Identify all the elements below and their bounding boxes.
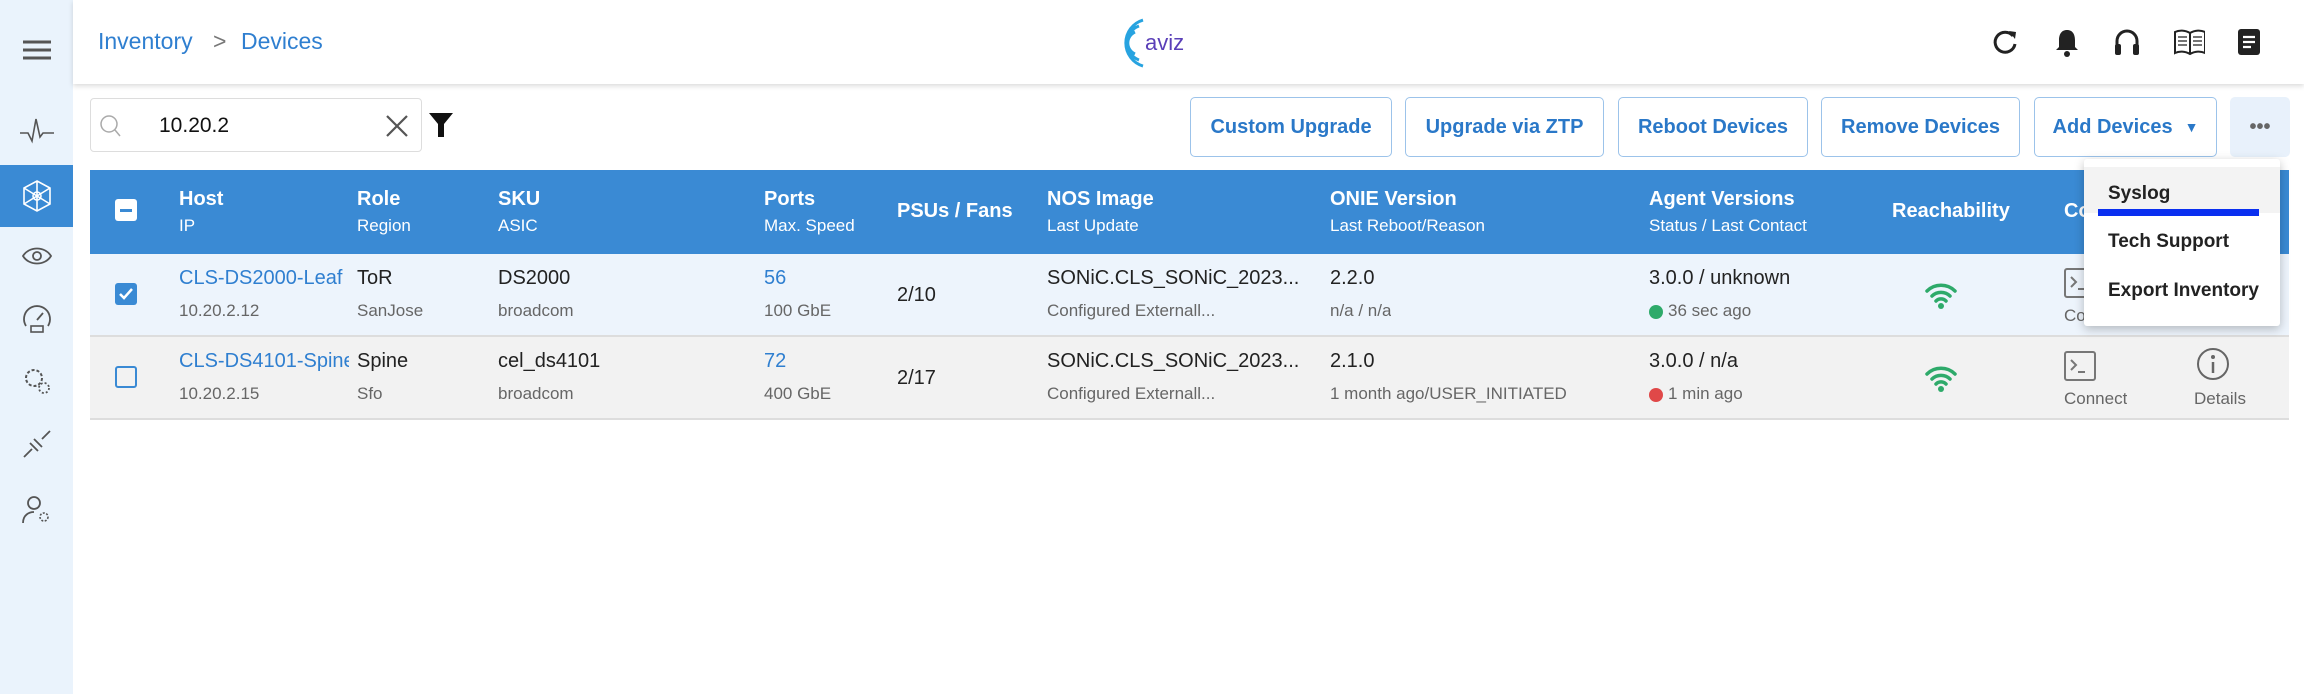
custom-upgrade-button[interactable]: Custom Upgrade xyxy=(1190,97,1392,157)
status-dot xyxy=(1649,388,1663,402)
connect-label[interactable]: Connect xyxy=(2064,389,2128,408)
last-contact: 1 min ago xyxy=(1668,384,1743,403)
add-devices-button[interactable]: Add Devices ▼ xyxy=(2034,97,2217,157)
more-options-button[interactable]: ••• xyxy=(2230,97,2290,157)
gauge-icon xyxy=(22,305,51,333)
sidebar-item-integrations[interactable] xyxy=(0,413,73,475)
sidebar-item-monitoring[interactable] xyxy=(0,101,73,163)
sidebar xyxy=(0,0,73,694)
last-update: Configured Externall... xyxy=(1047,301,1216,320)
region: Sfo xyxy=(357,384,383,403)
reboot-devices-button[interactable]: Reboot Devices xyxy=(1618,97,1808,157)
sidebar-item-settings[interactable] xyxy=(0,350,73,412)
sku: cel_ds4101 xyxy=(498,350,601,372)
sidebar-item-observe[interactable] xyxy=(0,225,73,287)
menu-item-export-inventory[interactable]: Export Inventory xyxy=(2108,280,2259,301)
ip: 10.20.2.12 xyxy=(179,301,260,320)
gears-icon xyxy=(24,369,50,394)
psus-fans: 2/10 xyxy=(897,284,936,306)
eye-icon xyxy=(21,247,52,265)
agent-version: 3.0.0 / unknown xyxy=(1649,267,1791,289)
syslog-highlight-bar xyxy=(2098,209,2259,216)
add-devices-label: Add Devices xyxy=(2052,115,2173,138)
user-gear-icon xyxy=(21,496,49,524)
host-link[interactable]: CLS-DS2000-Leaf xyxy=(179,267,343,289)
sidebar-item-dashboard[interactable] xyxy=(0,287,73,349)
hamburger-menu-icon[interactable] xyxy=(0,19,73,81)
top-header: Inventory > Devices aviz xyxy=(73,0,2304,84)
psus-fans: 2/17 xyxy=(897,367,936,389)
more-options-menu: Syslog Tech Support Export Inventory xyxy=(2084,159,2280,326)
role: ToR xyxy=(357,267,393,289)
sku: DS2000 xyxy=(498,267,571,289)
ip: 10.20.2.15 xyxy=(179,384,260,403)
row-checkbox[interactable] xyxy=(115,366,137,388)
document-icon[interactable] xyxy=(2233,26,2265,58)
aviz-logo: aviz xyxy=(1121,14,1185,72)
network-cube-icon xyxy=(22,180,51,212)
asic: broadcom xyxy=(498,384,574,403)
asic: broadcom xyxy=(498,301,574,320)
ports-link[interactable]: 56 xyxy=(764,267,787,289)
status-dot xyxy=(1649,305,1663,319)
clear-search-icon[interactable] xyxy=(385,114,409,138)
search-icon xyxy=(100,115,121,137)
info-icon xyxy=(2196,347,2230,381)
agent-version: 3.0.0 / n/a xyxy=(1649,350,1738,372)
breadcrumb-inventory[interactable]: Inventory xyxy=(98,28,193,54)
details-label: Details xyxy=(2194,389,2246,408)
table-row[interactable]: CLS-DS2000-Leaf 10.20.2.12 ToR SanJose DS200… xyxy=(90,254,2289,337)
sidebar-item-inventory[interactable] xyxy=(0,165,73,227)
nos-image: SONiC.CLS_SONiC_2023... xyxy=(1047,350,1300,372)
pulse-icon xyxy=(19,118,54,144)
terminal-icon[interactable] xyxy=(2064,351,2096,381)
refresh-icon[interactable] xyxy=(1989,26,2021,58)
max-speed: 400 GbE xyxy=(764,384,832,403)
last-contact: 36 sec ago xyxy=(1668,301,1752,320)
search-box[interactable]: 10.20.2 xyxy=(90,98,422,152)
last-reboot: n/a / n/a xyxy=(1330,301,1392,320)
last-reboot: 1 month ago/USER_INITIATED xyxy=(1330,384,1567,403)
upgrade-via-ztp-button[interactable]: Upgrade via ZTP xyxy=(1405,97,1604,157)
table-row[interactable]: CLS-DS4101-Spine 10.20.2.15 Spine Sfo cel_ds… xyxy=(90,337,2289,420)
caret-down-icon: ▼ xyxy=(2184,119,2199,135)
breadcrumb-separator-icon: > xyxy=(213,28,227,54)
wifi-reachable-icon xyxy=(1924,280,1958,315)
nos-image: SONiC.CLS_SONiC_2023... xyxy=(1047,267,1300,289)
max-speed: 100 GbE xyxy=(764,301,832,320)
book-icon[interactable] xyxy=(2173,26,2205,58)
headset-icon[interactable] xyxy=(2111,26,2143,58)
breadcrumb-devices[interactable]: Devices xyxy=(241,28,323,54)
row-checkbox[interactable] xyxy=(115,283,137,305)
menu-item-tech-support[interactable]: Tech Support xyxy=(2108,231,2230,252)
select-all-checkbox[interactable] xyxy=(115,199,137,221)
sidebar-item-users[interactable] xyxy=(0,478,73,540)
remove-devices-button[interactable]: Remove Devices xyxy=(1821,97,2020,157)
bell-icon[interactable] xyxy=(2051,26,2083,58)
wifi-reachable-icon xyxy=(1924,363,1958,398)
region: SanJose xyxy=(357,301,424,320)
onie-version: 2.1.0 xyxy=(1330,350,1375,372)
table-header xyxy=(90,170,2289,254)
onie-version: 2.2.0 xyxy=(1330,267,1375,289)
last-update: Configured Externall... xyxy=(1047,384,1216,403)
ports-link[interactable]: 72 xyxy=(764,350,787,372)
filter-icon[interactable] xyxy=(428,112,454,138)
search-input[interactable]: 10.20.2 xyxy=(159,114,230,137)
plug-icon xyxy=(22,430,51,458)
menu-item-syslog[interactable]: Syslog xyxy=(2108,183,2171,204)
host-link[interactable]: CLS-DS4101-Spine xyxy=(179,350,349,372)
role: Spine xyxy=(357,350,409,372)
